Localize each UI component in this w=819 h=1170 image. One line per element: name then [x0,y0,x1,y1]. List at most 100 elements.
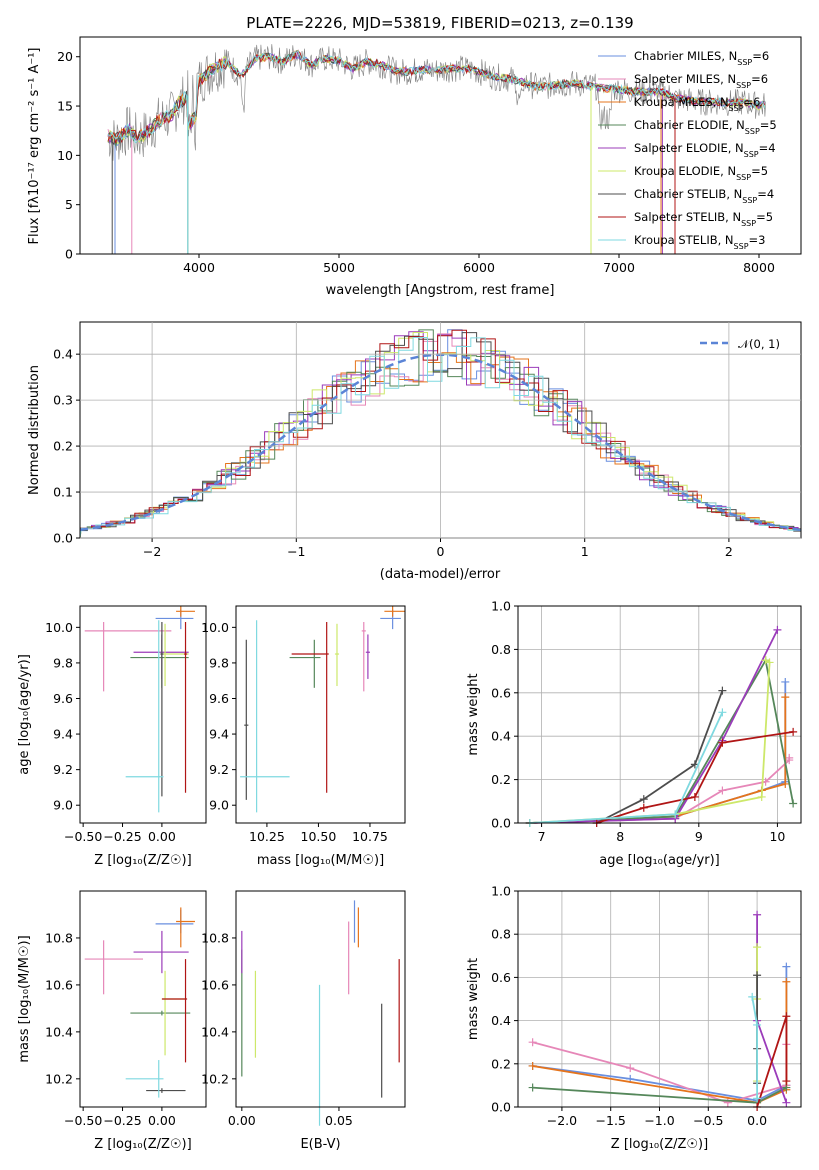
spectrum-legend: Chabrier MILES, NSSP=6 Salpeter MILES, NS… [598,49,777,251]
spectrum-ytick-label: 10 [57,148,73,163]
mass-vs-z-panel-frame [79,890,207,1108]
weight-marker [639,795,648,804]
weight-marker [789,727,798,736]
residual-histogram [79,337,801,539]
residual-ylabel: Normed distribution [27,365,42,495]
mass-vs-ebv-panel-xlabel: E(B-V) [300,1137,340,1152]
weight-marker [782,977,791,986]
legend-label: Salpeter ELODIE, NSSP=4 [634,141,776,159]
age-weight-panel-ylabel: mass weight [466,673,481,755]
age-vs-mass-panel-xlabel: mass [log₁₀(M/M☉)] [257,853,384,868]
age-vs-mass-panel: 10.25 10.50 10.75 9.0 9.2 9.4 9.6 9.8 10.0 mass [… [201,605,406,868]
legend-normal-label: 𝒩(0, 1) [738,337,780,351]
z-weight-panel-ytick-label: 0.8 [491,927,511,942]
age-weight-panel-ytick-label: 0.6 [491,685,511,700]
age-vs-z-panel-frame [79,605,207,824]
weight-line [529,757,791,824]
spectrum-xtick-label: 7000 [603,260,635,275]
age-weight-panel-xtick-label: 8 [616,829,624,844]
mass-vs-z-panel-xlabel: Z [log₁₀(Z/Z☉)] [94,1137,191,1152]
weight-marker [761,656,770,665]
weight-marker [782,962,791,971]
residual-ytick-label: 0.0 [53,531,73,546]
legend-label: Kroupa ELODIE, NSSP=5 [634,164,768,182]
age-vs-mass-panel-ytick-label: 9.4 [209,727,229,742]
residual-ytick-label: 0.2 [53,439,73,454]
weight-marker [690,792,699,801]
weight-marker [781,693,790,702]
mass-vs-z-panel: −0.50 −0.25 0.00 10.2 10.4 10.6 10.8 Z [log₁₀(Z… [17,890,207,1152]
age-vs-z-panel-ytick-label: 9.4 [53,727,73,742]
spectrum-panel: PLATE=2226, MJD=53819, FIBERID=0213, z=0… [27,14,802,298]
z-weight-panel-ytick-label: 0.2 [491,1056,511,1071]
mass-vs-ebv-panel-frame [235,890,406,1108]
weight-marker [757,792,766,801]
age-vs-z-panel-ytick-label: 9.0 [53,798,73,813]
mass-vs-z-panel-ytick-label: 10.2 [45,1071,73,1086]
legend-label: Chabrier MILES, NSSP=6 [634,49,769,67]
mass-vs-ebv-panel-ytick-label: 10.4 [201,1024,229,1039]
age-weight-panel: 7 8 9 10 0.0 0.2 0.4 0.6 0.8 1.0 age [log₁₀(age/yr… [466,599,802,868]
mass-vs-z-panel-xtick-label: −0.25 [103,1113,141,1128]
legend-label: Chabrier STELIB, NSSP=4 [634,187,774,205]
model-spectrum [107,50,766,144]
weight-line [596,690,724,824]
age-weight-panel-frame [517,605,802,824]
spectrum-xlabel: wavelength [Angstrom, rest frame] [326,283,555,298]
residual-xlabel: (data-model)/error [380,567,501,582]
weight-marker [718,686,727,695]
age-vs-z-panel-xtick-label: −0.25 [103,829,141,844]
spectrum-title: PLATE=2226, MJD=53819, FIBERID=0213, z=0… [246,14,633,32]
age-weight-panel-ytick-label: 0.4 [491,729,511,744]
spectrum-xtick-label: 5000 [323,260,355,275]
z-weight-panel-xtick-label: 0.0 [747,1113,767,1128]
weight-marker [748,992,757,1001]
mass-vs-ebv-panel-ytick-label: 10.2 [201,1071,229,1086]
mass-vs-ebv-panel-xtick-label: 0.05 [325,1113,353,1128]
spectrum-xtick-label: 4000 [183,260,215,275]
age-vs-z-panel-ytick-label: 9.2 [53,762,73,777]
weight-marker [753,910,762,919]
mass-vs-ebv-panel-xtick-label: 0.00 [228,1113,256,1128]
age-weight-panel-xtick-label: 9 [695,829,703,844]
z-weight-panel-ytick-label: 0.6 [491,970,511,985]
age-vs-z-panel-xtick-label: 0.00 [148,829,176,844]
legend-label: Chabrier ELODIE, NSSP=5 [634,118,777,136]
age-weight-panel-ytick-label: 0.0 [491,816,511,831]
age-vs-z-panel-xlabel: Z [log₁₀(Z/Z☉)] [94,853,191,868]
age-vs-mass-panel-ytick-label: 9.8 [209,655,229,670]
weight-line [529,682,787,824]
weight-marker [781,677,790,686]
weight-marker [753,971,762,980]
mass-vs-z-panel-xtick-label: 0.00 [148,1113,176,1128]
legend-label: Kroupa STELIB, NSSP=3 [634,233,765,251]
residual-xtick-label: −2 [143,544,161,559]
legend-label: Salpeter STELIB, NSSP=5 [634,210,773,228]
spectrum-xtick-label: 6000 [463,260,495,275]
residual-legend: 𝒩(0, 1) [700,337,780,351]
weight-marker [528,1061,537,1070]
model-spectrum [107,50,765,144]
residual-xtick-label: −1 [287,544,305,559]
age-weight-panel-xlabel: age [log₁₀(age/yr)] [599,853,720,868]
weight-marker [782,1098,791,1107]
weight-marker [528,1038,537,1047]
age-vs-mass-panel-xtick-label: 10.75 [352,829,388,844]
spectrum-frame [79,36,802,255]
residual-ytick-label: 0.1 [53,485,73,500]
residual-xtick-label: 1 [581,544,589,559]
weight-marker [753,1020,762,1029]
spectrum-ytick-label: 5 [65,197,73,212]
age-vs-mass-panel-frame [235,605,406,824]
age-weight-panel-ytick-label: 0.8 [491,642,511,657]
mass-vs-ebv-panel: 0.00 0.05 10.2 10.4 10.6 10.8 E(B-V) [201,890,406,1152]
weight-marker [789,799,798,808]
weight-marker [718,786,727,795]
z-weight-panel: −2.0 −1.5 −1.0 −0.5 0.0 0.0 0.2 0.4 0.6 0.8 1.0 Z [… [466,884,802,1152]
age-weight-panel-xtick-label: 7 [538,829,546,844]
age-vs-z-panel-ytick-label: 10.0 [45,620,73,635]
age-vs-z-panel-xtick-label: −0.50 [64,829,102,844]
mass-vs-z-panel-ytick-label: 10.8 [45,930,73,945]
spectrum-ylabel: Flux [fλ10⁻¹⁷ erg cm⁻² s⁻¹ A⁻¹] [27,48,42,245]
z-weight-panel-ytick-label: 0.4 [491,1013,511,1028]
